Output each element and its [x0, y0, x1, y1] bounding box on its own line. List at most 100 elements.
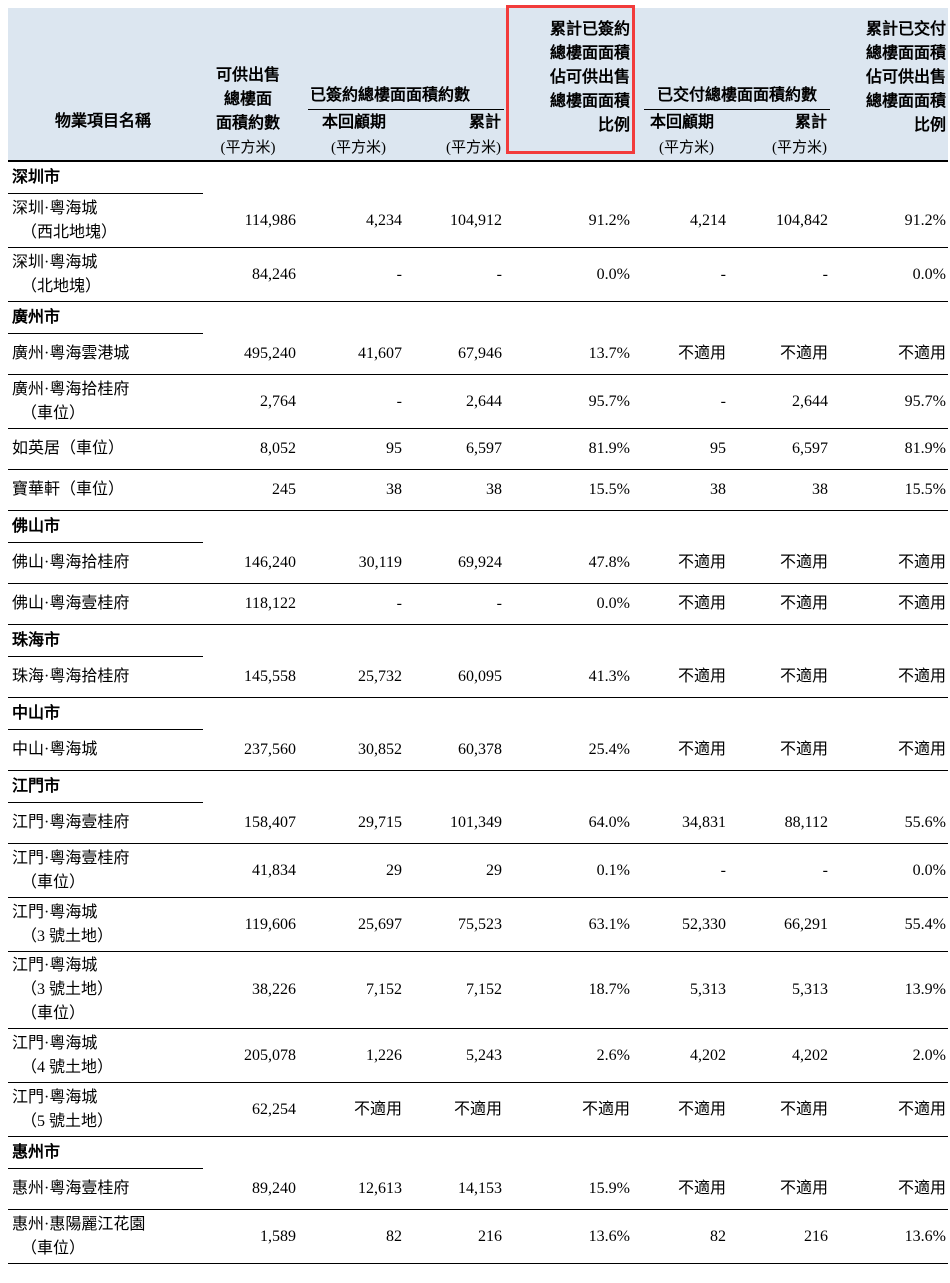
value-cell: -	[728, 843, 830, 898]
property-table: 物業項目名稱 可供出售 總樓面 面積約數 (平方米) 已簽約總樓面面積約數 本回…	[8, 5, 948, 1264]
value-cell: -	[632, 843, 728, 898]
value-cell: 6,597	[404, 428, 504, 470]
value-cell: 2,644	[404, 374, 504, 429]
value-cell: 不適用	[728, 583, 830, 625]
project-name: 深圳·粵海城 （北地塊）	[8, 247, 198, 302]
value-cell: 60,095	[404, 657, 504, 698]
value-cell: 不適用	[830, 543, 948, 584]
value-cell: 25,697	[298, 897, 404, 952]
value-cell: 1,226	[298, 1028, 404, 1083]
value-cell: 13.7%	[504, 334, 632, 375]
project-name: 佛山·粵海拾桂府	[8, 543, 198, 584]
value-cell: -	[298, 583, 404, 625]
header-unit: (平方米)	[659, 140, 714, 156]
value-cell: 15.9%	[504, 1169, 632, 1210]
value-cell: 52,330	[632, 897, 728, 952]
header-contracted-period: 本回顧期	[321, 114, 386, 131]
value-cell: 不適用	[632, 1082, 728, 1137]
city-row: 廣州市	[8, 302, 948, 334]
value-cell: 55.4%	[830, 897, 948, 952]
header-contracted-ratio: 累計已簽約 總樓面面積 佔可供出售 總樓面面積 比例	[504, 18, 632, 160]
value-cell: 47.8%	[504, 543, 632, 584]
value-cell: 89,240	[198, 1169, 298, 1210]
value-cell: 不適用	[728, 1082, 830, 1137]
header-line: 佔可供出售	[865, 69, 946, 86]
value-cell: 不適用	[632, 730, 728, 771]
value-cell: 不適用	[728, 334, 830, 375]
value-cell: -	[298, 374, 404, 429]
value-cell: 不適用	[504, 1082, 632, 1137]
table-header: 物業項目名稱 可供出售 總樓面 面積約數 (平方米) 已簽約總樓面面積約數 本回…	[8, 5, 948, 162]
table-row: 江門·粵海城 （3 號土地） 119,606 25,697 75,523 63.1% 52,…	[8, 897, 948, 952]
project-name-line: （3 號土地）	[21, 981, 114, 998]
value-cell: 82	[298, 1209, 404, 1264]
table-row: 廣州·粵海雲港城 495,240 41,607 67,946 13.7% 不適用 不適用 不適…	[8, 334, 948, 375]
city-name: 廣州市	[8, 306, 203, 334]
project-name: 惠州·惠陽麗江花園 （車位）	[8, 1209, 198, 1264]
value-cell: 不適用	[830, 334, 948, 375]
value-cell: 101,349	[404, 803, 504, 844]
project-name-line: 佛山·粵海拾桂府	[12, 554, 130, 571]
value-cell: 84,246	[198, 247, 298, 302]
project-name-line: 江門·粵海壹桂府	[12, 814, 130, 831]
value-cell: 82	[632, 1209, 728, 1264]
value-cell: 7,152	[298, 951, 404, 1029]
value-cell: 14,153	[404, 1169, 504, 1210]
project-name-line: （5 號土地）	[21, 1112, 114, 1130]
value-cell: 205,078	[198, 1028, 298, 1083]
value-cell: -	[728, 247, 830, 302]
value-cell: 2.6%	[504, 1028, 632, 1083]
value-cell: 146,240	[198, 543, 298, 584]
value-cell: -	[632, 247, 728, 302]
value-cell: 18.7%	[504, 951, 632, 1029]
value-cell: 不適用	[728, 730, 830, 771]
header-line: 佔可供出售	[549, 69, 630, 86]
project-name-line: 惠州·粵海壹桂府	[12, 1180, 130, 1197]
value-cell: 不適用	[728, 543, 830, 584]
city-name: 江門市	[8, 775, 203, 803]
value-cell: 0.1%	[504, 843, 632, 898]
project-name: 江門·粵海壹桂府	[8, 803, 198, 844]
project-name-line: （車位）	[21, 1239, 86, 1257]
project-name-line: 深圳·粵海城	[12, 253, 98, 271]
header-line: 比例	[913, 117, 946, 134]
project-name: 中山·粵海城	[8, 730, 198, 771]
value-cell: 不適用	[632, 657, 728, 698]
table-row: 廣州·粵海拾桂府 （車位） 2,764-2,644 95.7% -2,644 95.7%	[8, 374, 948, 429]
header-line: 比例	[597, 117, 630, 134]
value-cell: 95	[632, 428, 728, 470]
table-row: 深圳·粵海城 （西北地塊） 114,986 4,234 104,912 91.2% 4,21…	[8, 194, 948, 248]
project-name: 佛山·粵海壹桂府	[8, 583, 198, 625]
value-cell: 55.6%	[830, 803, 948, 844]
project-name: 惠州·粵海壹桂府	[8, 1169, 198, 1210]
project-name: 珠海·粵海拾桂府	[8, 657, 198, 698]
value-cell: 不適用	[632, 334, 728, 375]
value-cell: 不適用	[830, 730, 948, 771]
value-cell: 216	[404, 1209, 504, 1264]
value-cell: 69,924	[404, 543, 504, 584]
city-row: 惠州市	[8, 1137, 948, 1169]
header-delivered-cumulative: 累計	[794, 114, 827, 131]
value-cell: 不適用	[830, 1082, 948, 1137]
project-name-line: 廣州·粵海拾桂府	[12, 380, 130, 398]
value-cell: 81.9%	[504, 428, 632, 470]
value-cell: 不適用	[404, 1082, 504, 1137]
city-row: 中山市	[8, 698, 948, 730]
header-line: 總樓面面積	[865, 45, 946, 62]
value-cell: 38	[728, 469, 830, 511]
project-name-line: 江門·粵海壹桂府	[12, 849, 130, 867]
project-name: 江門·粵海城 （5 號土地）	[8, 1082, 198, 1137]
value-cell: 7,152	[404, 951, 504, 1029]
project-name-line: 深圳·粵海城	[12, 199, 98, 217]
value-cell: 29	[404, 843, 504, 898]
value-cell: 88,112	[728, 803, 830, 844]
value-cell: 158,407	[198, 803, 298, 844]
value-cell: 2.0%	[830, 1028, 948, 1083]
header-project-name: 物業項目名稱	[54, 113, 151, 130]
city-row: 珠海市	[8, 625, 948, 657]
project-name-line: （車位）	[21, 404, 86, 422]
value-cell: 8,052	[198, 428, 298, 470]
value-cell: -	[632, 374, 728, 429]
value-cell: 118,122	[198, 583, 298, 625]
project-name: 江門·粵海城 （3 號土地） （車位）	[8, 951, 198, 1029]
